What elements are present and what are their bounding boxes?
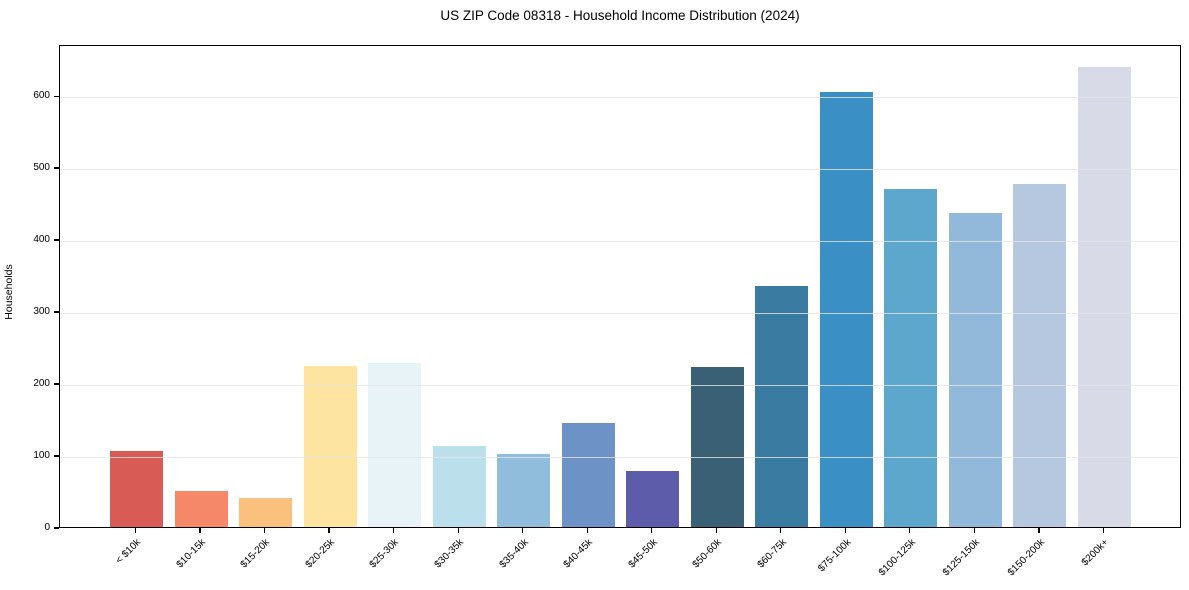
x-tick-mark (522, 528, 524, 533)
bar-10-15k (174, 491, 228, 527)
x-tick-label: $60-75k (755, 537, 789, 571)
plot-area (59, 45, 1181, 528)
bar-20-25k (303, 365, 357, 527)
x-tick-label: $35-40k (497, 537, 531, 571)
x-tick-mark (715, 528, 717, 533)
x-tick-label: $75-100k (815, 537, 854, 575)
y-tick-label: 400 (33, 234, 50, 246)
x-tick-mark (1038, 528, 1040, 533)
x-tick-mark (651, 528, 653, 533)
y-tick-label: 100 (33, 450, 50, 462)
bar-45-50k (626, 470, 680, 527)
y-tick-mark (54, 383, 59, 385)
y-tick-mark (54, 527, 59, 529)
x-tick-mark (844, 528, 846, 533)
x-tick-label: < $10k (114, 537, 144, 567)
x-tick-mark (780, 528, 782, 533)
chart-title: US ZIP Code 08318 - Household Income Dis… (440, 8, 800, 23)
bar-50-60k (690, 367, 744, 527)
bar-75-100k (819, 91, 873, 527)
x-tick-label: $10-15k (174, 537, 208, 571)
x-tick-mark (328, 528, 330, 533)
bar-60-75k (755, 285, 809, 527)
gridline-y-200 (60, 385, 1180, 387)
x-tick-label: $15-20k (238, 537, 273, 571)
x-tick-mark (973, 528, 975, 533)
x-tick-label: $45-50k (626, 537, 660, 571)
y-tick-label: 300 (33, 306, 50, 318)
bar-150-200k (1013, 183, 1067, 527)
x-tick-mark (1102, 528, 1105, 533)
x-tick-label: $25-30k (368, 537, 402, 571)
gridline-y-500 (60, 169, 1180, 171)
bar-15-20k (239, 498, 293, 527)
gridline-y-100 (60, 457, 1180, 459)
bar-25-30k (368, 362, 422, 527)
y-tick-mark (54, 239, 59, 241)
y-tick-mark (54, 95, 59, 97)
x-tick-label: $40-45k (561, 537, 595, 571)
y-tick-mark (54, 311, 59, 313)
x-tick-label: $100-125k (876, 537, 918, 579)
y-tick-mark (54, 455, 59, 457)
bar-40-45k (561, 423, 615, 527)
x-tick-mark (393, 528, 395, 533)
y-tick-label: 200 (33, 378, 50, 390)
x-tick-label: $125-150k (940, 537, 983, 579)
y-axis-label: Households (3, 264, 15, 320)
gridline-y-300 (60, 313, 1180, 315)
x-tick-mark (199, 528, 201, 533)
x-tick-mark (586, 528, 588, 533)
bar-10k (110, 451, 163, 527)
x-tick-label: $150-200k (1005, 537, 1047, 579)
x-tick-label: $30-35k (432, 537, 466, 571)
x-tick-label: $20-25k (303, 537, 337, 571)
bar-100-125k (884, 188, 938, 527)
bar-125-150k (948, 213, 1002, 527)
bar-35-40k (497, 453, 551, 527)
x-tick-mark (134, 528, 137, 533)
gridline-y-400 (60, 241, 1180, 243)
x-tick-mark (909, 528, 911, 533)
x-tick-mark (263, 528, 266, 533)
y-tick-label: 600 (33, 90, 50, 102)
gridline-y-600 (60, 97, 1180, 99)
y-tick-label: 0 (44, 522, 50, 533)
bar-200k (1077, 67, 1131, 527)
x-tick-label: $50-60k (690, 537, 725, 571)
bar-30-35k (432, 446, 486, 527)
x-tick-mark (457, 528, 459, 533)
y-tick-label: 500 (33, 162, 50, 174)
y-tick-mark (54, 167, 59, 169)
x-tick-label: $200k+ (1080, 537, 1112, 569)
